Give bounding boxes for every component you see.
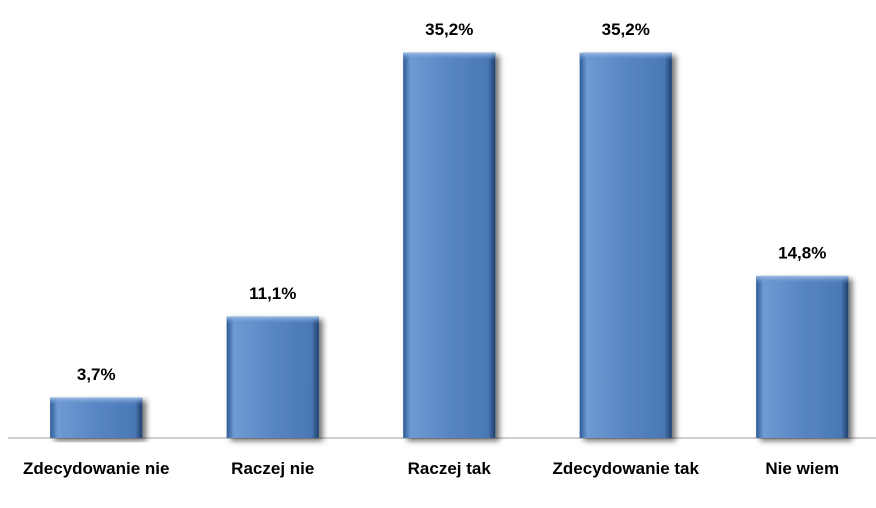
value-label: 11,1% (249, 284, 296, 303)
bar-top (403, 52, 496, 61)
value-label: 14,8% (778, 243, 826, 262)
bar-bevel (579, 52, 672, 439)
x-tick-label: Zdecydowanie tak (552, 459, 699, 478)
bar-top (226, 316, 319, 325)
bar (50, 397, 143, 438)
bar-bevel (403, 52, 496, 439)
value-label: 35,2% (602, 20, 650, 39)
bar-bevel (226, 316, 319, 438)
x-tick-label: Zdecydowanie nie (23, 459, 170, 478)
bar (226, 316, 319, 438)
bar-top (756, 275, 849, 284)
bar (403, 52, 496, 439)
x-tick-label: Raczej nie (231, 459, 315, 478)
bar (756, 275, 849, 438)
bar-bevel (756, 275, 849, 438)
x-tick-label: Raczej tak (407, 459, 491, 478)
bar-top (579, 52, 672, 61)
value-label: 35,2% (425, 20, 473, 39)
value-label: 3,7% (77, 365, 116, 384)
x-tick-label: Nie wiem (765, 459, 840, 478)
bar-top (50, 397, 143, 406)
bar (579, 52, 672, 439)
